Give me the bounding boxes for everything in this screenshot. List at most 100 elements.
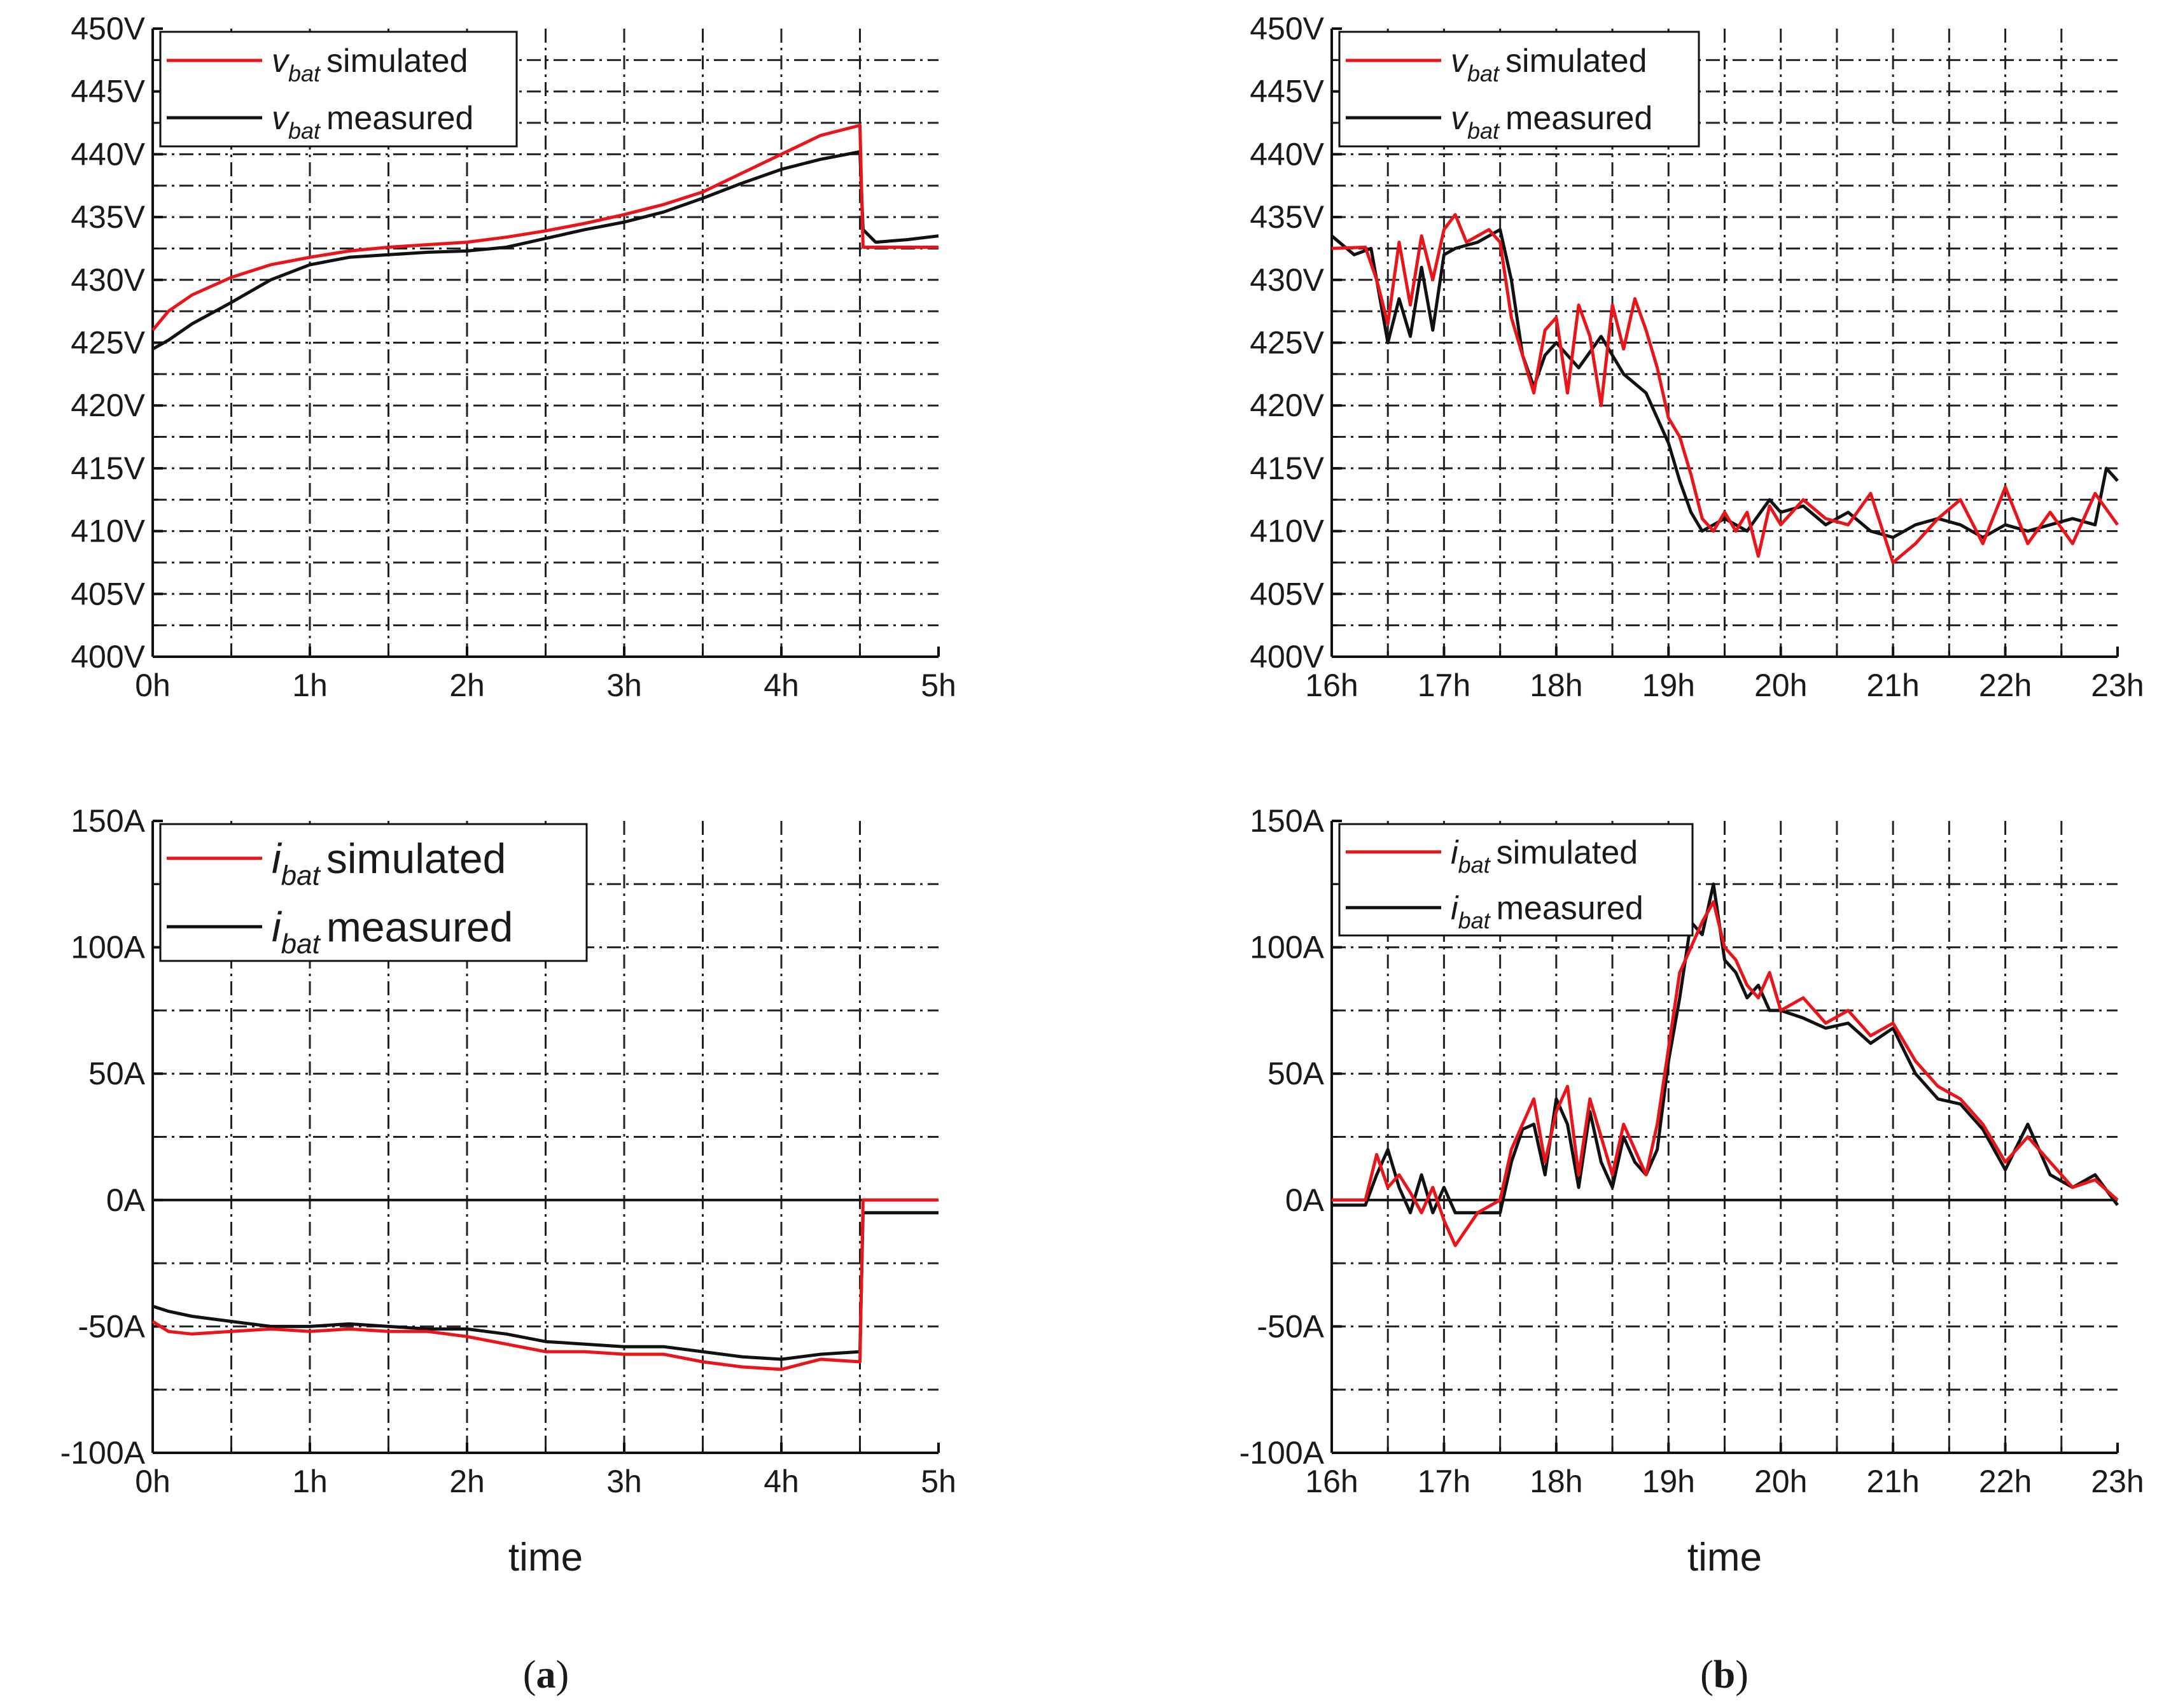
x-tick-label: 19h xyxy=(1642,1464,1695,1499)
y-tick-label: 440V xyxy=(71,136,145,172)
legend-label-simulated: vbat simulated xyxy=(272,43,468,87)
y-tick-label: 50A xyxy=(1267,1056,1325,1091)
chart-current-a: 0h 1h 2h 3h 4h 5h-100A-50A0A50A100A150Atimeib… xyxy=(60,803,956,1579)
y-tick-label: 100A xyxy=(71,930,145,965)
y-tick-label: 430V xyxy=(71,262,145,298)
y-tick-label: 150A xyxy=(71,803,145,839)
caption-b: (b) xyxy=(1700,1653,1749,1697)
y-tick-label: 50A xyxy=(88,1056,146,1091)
x-tick-label: 2h xyxy=(449,1464,485,1499)
x-tick-label: 4h xyxy=(764,668,799,703)
y-tick-label: 100A xyxy=(1250,930,1324,965)
grid xyxy=(153,821,939,1453)
legend-text: simulated xyxy=(1505,43,1647,80)
x-tick-label: 17h xyxy=(1418,668,1470,703)
y-tick-label: 400V xyxy=(71,639,145,675)
legend-var: i xyxy=(272,903,283,950)
legend-text: simulated xyxy=(326,835,506,882)
series-line-measured xyxy=(1332,882,2119,1215)
legend-text: measured xyxy=(1497,890,1644,927)
y-tick-label: 445V xyxy=(71,74,145,109)
y-tick-label: 425V xyxy=(1250,325,1324,361)
y-tick-label: 420V xyxy=(1250,388,1324,423)
y-tick-label: 430V xyxy=(1250,262,1324,298)
y-tick-label: 0A xyxy=(106,1182,146,1218)
legend-var: i xyxy=(272,835,283,882)
y-tick-label: 450V xyxy=(71,11,145,46)
chart-voltage-b: 16h 17h 18h 19h 20h 21h 22h 23h 400V 405V 410V 415V… xyxy=(1250,11,2144,703)
y-tick-label: 435V xyxy=(1250,199,1324,235)
legend-label-simulated: ibat simulated xyxy=(272,835,506,891)
x-tick-label: 19h xyxy=(1642,668,1695,703)
y-tick-label: -100A xyxy=(60,1435,146,1471)
legend-text: measured xyxy=(326,903,513,950)
x-tick-label: 22h xyxy=(1979,1464,2032,1499)
legend-text: measured xyxy=(1505,100,1652,137)
legend-var: v xyxy=(272,43,290,80)
legend-label-simulated: vbat simulated xyxy=(1451,43,1647,87)
x-tick-label: 17h xyxy=(1418,1464,1470,1499)
x-tick-label: 20h xyxy=(1754,668,1807,703)
grid xyxy=(153,29,939,657)
y-tick-label: 435V xyxy=(71,199,145,235)
y-tick-label: 440V xyxy=(1250,136,1324,172)
legend-text: simulated xyxy=(326,43,468,80)
legend-text: simulated xyxy=(1497,834,1638,871)
x-tick-label: 18h xyxy=(1530,1464,1582,1499)
legend-subscript: bat xyxy=(281,928,321,960)
y-tick-label: 445V xyxy=(1250,74,1324,109)
y-tick-label: -50A xyxy=(78,1308,145,1344)
x-tick-label: 20h xyxy=(1754,1464,1807,1499)
legend-label-measured: ibat measured xyxy=(1451,890,1644,934)
chart-voltage-a: 0h 1h 2h 3h 4h 5h 400V 405V 410V 415V 420V 425V 430V… xyxy=(71,11,956,703)
legend-subscript: bat xyxy=(288,60,321,87)
legend-box xyxy=(1338,31,1700,148)
x-tick-label: 3h xyxy=(606,668,642,703)
series-line-simulated xyxy=(151,1198,939,1371)
y-tick-label: 0A xyxy=(1285,1182,1325,1218)
caption-a: (a) xyxy=(523,1653,569,1697)
y-tick-label: 450V xyxy=(1250,11,1324,46)
x-tick-label: 23h xyxy=(2091,1464,2144,1499)
x-tick-label: 1h xyxy=(292,1464,328,1499)
series-line-simulated xyxy=(1331,213,2119,564)
y-tick-label: 405V xyxy=(71,576,145,612)
legend-box xyxy=(159,31,518,148)
x-axis-title: time xyxy=(1687,1536,1762,1579)
legend-subscript: bat xyxy=(1467,118,1500,144)
x-tick-label: 0h xyxy=(135,1464,171,1499)
x-tick-label: 3h xyxy=(606,1464,642,1499)
x-axis-title: time xyxy=(508,1536,583,1579)
legend-box xyxy=(1338,823,1694,937)
x-tick-label: 5h xyxy=(921,668,956,703)
y-tick-label: -100A xyxy=(1239,1435,1325,1471)
x-tick-label: 21h xyxy=(1866,668,1919,703)
y-tick-label: 425V xyxy=(71,325,145,361)
x-tick-label: 1h xyxy=(292,668,328,703)
legend-box xyxy=(159,823,588,962)
legend-var: v xyxy=(1451,100,1469,137)
y-tick-label: 400V xyxy=(1250,639,1324,675)
y-tick-label: 410V xyxy=(1250,514,1324,549)
x-tick-label: 4h xyxy=(764,1464,799,1499)
x-tick-label: 16h xyxy=(1305,668,1358,703)
y-tick-label: 150A xyxy=(1250,803,1324,839)
legend-subscript: bat xyxy=(1467,60,1500,87)
legend-var: i xyxy=(1451,834,1459,871)
legend-subscript: bat xyxy=(1458,907,1491,934)
y-tick-label: 410V xyxy=(71,514,145,549)
x-tick-label: 21h xyxy=(1866,1464,1919,1499)
legend-text: measured xyxy=(326,100,473,137)
x-tick-label: 2h xyxy=(449,668,485,703)
x-tick-label: 22h xyxy=(1979,668,2032,703)
y-tick-label: 420V xyxy=(71,388,145,423)
x-tick-label: 23h xyxy=(2091,668,2144,703)
legend-var: v xyxy=(1451,43,1469,80)
x-tick-label: 18h xyxy=(1530,668,1582,703)
x-tick-label: 16h xyxy=(1305,1464,1358,1499)
y-tick-label: 405V xyxy=(1250,576,1324,612)
